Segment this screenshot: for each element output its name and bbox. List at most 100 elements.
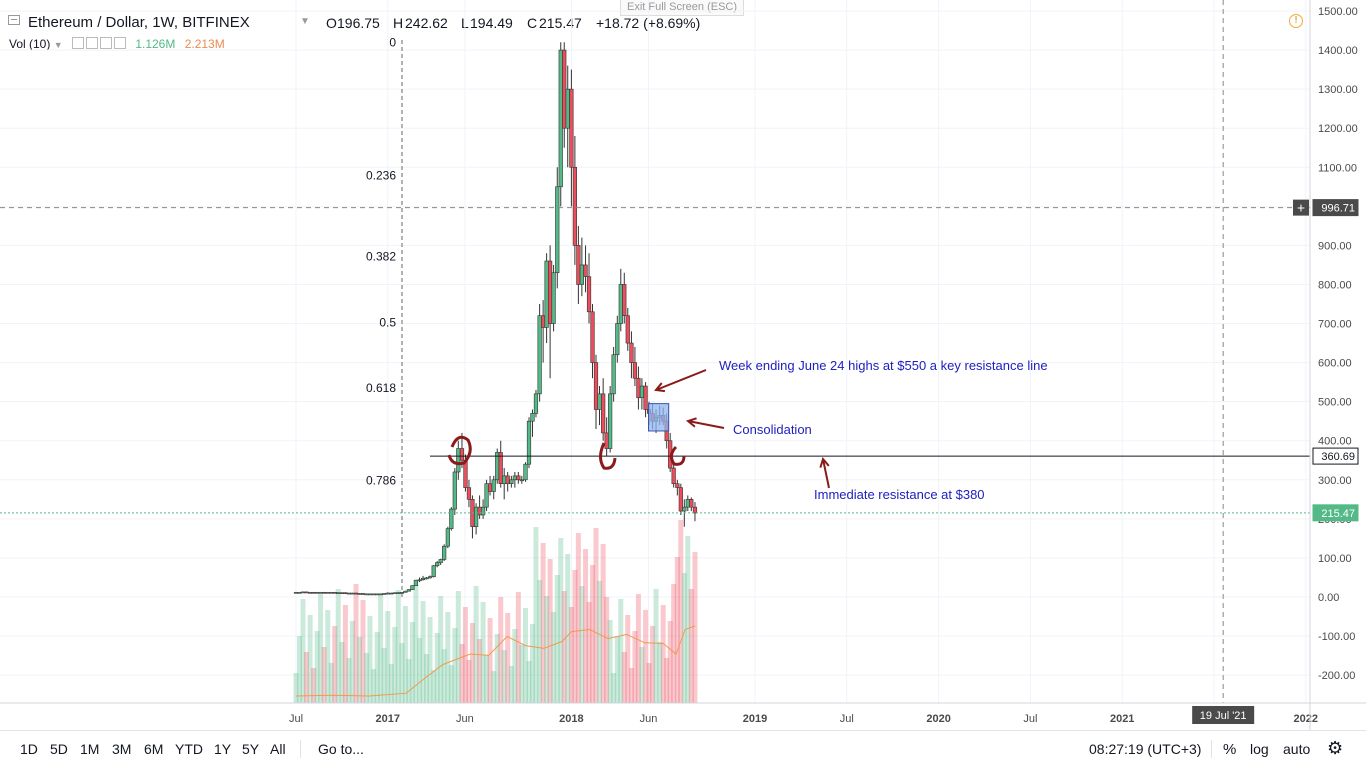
close-label: C — [527, 15, 538, 31]
candle-body — [551, 272, 556, 324]
auto-toggle[interactable]: auto — [1283, 741, 1311, 757]
arrow-shaft — [687, 420, 725, 429]
gear-icon[interactable]: ⚙ — [1327, 738, 1344, 758]
volume-label[interactable]: Vol (10) — [9, 37, 51, 51]
candle-body — [533, 393, 539, 414]
range-1y[interactable]: 1Y — [214, 741, 232, 757]
candle — [470, 495, 475, 539]
plus-icon[interactable] — [99, 37, 112, 49]
eye-icon[interactable] — [71, 37, 84, 49]
goto-button[interactable]: Go to... — [318, 741, 364, 757]
x-tick-label: Jun — [456, 713, 474, 725]
candle-body — [586, 276, 592, 313]
volume-bar — [604, 597, 610, 703]
candle — [671, 464, 676, 488]
candle-body — [519, 479, 524, 482]
chevron-down-icon[interactable]: ▼ — [53, 40, 63, 50]
range-6m[interactable]: 6M — [144, 741, 164, 757]
volume-bar — [575, 533, 581, 703]
volume-bar — [477, 639, 483, 703]
candle — [321, 591, 327, 594]
candle — [533, 389, 539, 418]
candle-body — [364, 593, 369, 596]
volume-bar — [374, 632, 380, 703]
candle-body — [420, 577, 426, 581]
volume-bar — [367, 616, 373, 703]
x-tick-label: 2021 — [1110, 713, 1134, 725]
candle-body — [544, 260, 549, 328]
price-label-box — [1312, 504, 1359, 522]
volume-bar — [523, 608, 528, 703]
candle — [548, 245, 553, 379]
open-label: O — [326, 15, 337, 31]
candle-body — [424, 577, 429, 580]
candle-body — [530, 413, 535, 422]
close-icon[interactable] — [113, 37, 126, 49]
percent-toggle[interactable]: % — [1223, 741, 1237, 758]
candle-body — [474, 506, 479, 527]
candle — [367, 593, 373, 596]
candle — [519, 475, 524, 484]
range-5y[interactable]: 5Y — [242, 741, 260, 757]
candle — [442, 544, 447, 562]
candle — [583, 245, 588, 293]
candle-body — [410, 585, 415, 590]
x-tick-label: Jul — [1023, 713, 1037, 725]
settings-icon[interactable] — [85, 37, 98, 49]
volume-bar — [551, 612, 557, 703]
symbol-title[interactable]: Ethereum / Dollar, 1W, BITFINEX — [28, 14, 250, 31]
candle — [597, 386, 602, 426]
candle-body — [318, 592, 323, 594]
volume-bar — [593, 528, 599, 703]
range-5d[interactable]: 5D — [50, 741, 68, 757]
alert-icon[interactable]: ! — [1289, 14, 1303, 28]
candle-body — [367, 593, 373, 596]
fib-retracement: 0 0.236 0.382 0.5 0.618 0.786 — [366, 35, 403, 597]
candle — [311, 591, 316, 594]
range-ytd[interactable]: YTD — [175, 741, 203, 757]
candle-body — [392, 592, 397, 595]
candle — [530, 409, 535, 437]
volume-bar — [473, 586, 479, 703]
candle-body — [562, 49, 567, 129]
x-tick-label: 2017 — [376, 713, 400, 725]
volume-bar — [508, 666, 514, 703]
range-3m[interactable]: 3M — [112, 741, 132, 757]
range-1m[interactable]: 1M — [80, 741, 100, 757]
candle-body — [336, 592, 341, 595]
volume-bar — [349, 621, 355, 703]
log-toggle[interactable]: log — [1250, 741, 1269, 757]
candle-body — [484, 483, 489, 508]
candle — [435, 561, 440, 568]
candle-body — [459, 448, 465, 461]
chevron-down-icon[interactable]: ▼ — [300, 16, 310, 27]
arrow — [819, 456, 830, 489]
menu-icon[interactable] — [8, 15, 20, 25]
exit-fullscreen-button[interactable]: Exit Full Screen (ESC) — [620, 0, 745, 16]
volume-bar — [618, 599, 624, 703]
y-tick-label: 500.00 — [1318, 397, 1352, 409]
fib-level-label: 0.5 — [379, 315, 396, 329]
range-1d[interactable]: 1D — [20, 741, 38, 757]
volume-bar — [307, 615, 313, 703]
candle-body — [604, 432, 609, 449]
range-all[interactable]: All — [270, 741, 286, 757]
volume-bar — [639, 647, 645, 703]
volume-bar — [635, 594, 641, 703]
volume-bar — [434, 633, 440, 703]
volume-bar — [300, 599, 306, 703]
candle-body — [685, 499, 690, 508]
volume-ma-line — [295, 625, 696, 697]
candle-body — [487, 483, 493, 492]
volume-bar — [590, 565, 596, 703]
arrow — [654, 369, 707, 393]
volume-bar — [650, 626, 656, 703]
volume-bar — [381, 648, 387, 703]
volume-bar — [540, 543, 546, 703]
x-tick-label: 2018 — [559, 713, 583, 725]
price-label: 215.47 — [1312, 504, 1359, 522]
candle — [502, 468, 507, 500]
volume-bar — [441, 649, 447, 703]
candle — [579, 237, 584, 297]
